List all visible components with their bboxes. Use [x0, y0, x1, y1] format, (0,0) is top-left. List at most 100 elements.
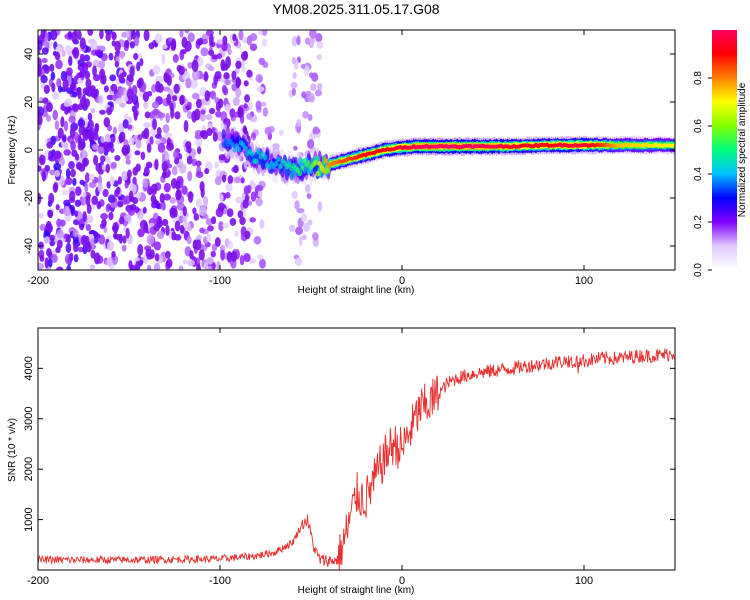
noise-blob	[45, 114, 51, 122]
noise-blob	[56, 218, 62, 228]
noise-blob-strong	[197, 146, 202, 155]
noise-blob	[217, 131, 223, 142]
noise-blob-strong	[154, 158, 159, 171]
noise-blob	[191, 69, 200, 81]
noise-blob-strong	[41, 170, 47, 182]
noise-blob	[84, 182, 89, 193]
noise-blob-strong	[174, 220, 181, 232]
noise-blob	[107, 194, 116, 204]
noise-blob-strong	[198, 249, 205, 261]
ridge-segment	[315, 170, 320, 177]
noise-blob-strong	[46, 248, 52, 257]
noise-blob-strong	[208, 49, 215, 56]
ridge-segment	[297, 170, 303, 177]
noise-blob	[206, 233, 212, 242]
noise-blob	[121, 244, 127, 252]
noise-blob-strong	[187, 191, 194, 203]
noise-blob-strong	[56, 239, 63, 249]
snr-xtick-label: -200	[27, 575, 49, 587]
noise-blob-strong	[171, 95, 178, 102]
snr-xtick-label: -100	[209, 575, 231, 587]
noise-blob	[163, 193, 172, 201]
noise-blob	[160, 112, 166, 119]
noise-blob-strong	[171, 231, 177, 241]
noise-blob	[202, 214, 209, 220]
noise-blob	[293, 145, 298, 151]
noise-blob-strong	[91, 195, 98, 206]
noise-blob	[300, 63, 306, 69]
noise-blob	[80, 196, 87, 206]
noise-blob-strong	[82, 211, 87, 223]
noise-blob	[83, 54, 91, 62]
noise-blob-strong	[198, 37, 204, 46]
colorbar-tick-label: 0.4	[693, 167, 704, 181]
noise-blob	[295, 226, 304, 236]
noise-blob-strong	[106, 106, 113, 116]
noise-blob-strong	[85, 194, 91, 207]
noise-blob	[262, 30, 268, 37]
noise-blob-strong	[49, 63, 55, 72]
noise-blob	[60, 70, 68, 82]
noise-blob-strong	[165, 224, 170, 236]
noise-blob	[165, 112, 171, 124]
noise-blob-strong	[155, 80, 161, 93]
noise-blob	[143, 122, 151, 129]
noise-blob-strong	[114, 60, 120, 68]
noise-blob	[65, 242, 72, 254]
noise-blob	[53, 162, 62, 171]
noise-blob	[42, 41, 50, 47]
noise-blob	[294, 200, 300, 210]
noise-blob	[228, 241, 234, 250]
noise-blob-strong	[133, 109, 139, 118]
noise-blob-strong	[103, 117, 111, 128]
noise-blob	[291, 87, 296, 96]
noise-blob	[147, 264, 152, 270]
snr-series	[38, 348, 675, 570]
noise-blob	[296, 208, 305, 214]
noise-blob	[308, 72, 314, 79]
noise-blob	[65, 168, 71, 179]
noise-blob-strong	[54, 150, 62, 159]
noise-blob-strong	[146, 142, 152, 153]
noise-blob-strong	[43, 65, 50, 74]
ridge-segment	[317, 160, 322, 167]
noise-blob-strong	[126, 88, 134, 100]
noise-blob	[121, 170, 128, 182]
noise-blob	[97, 182, 103, 193]
noise-blob	[178, 215, 184, 224]
noise-blob	[125, 159, 131, 165]
noise-blob-strong	[38, 67, 42, 77]
noise-blob	[38, 106, 45, 117]
noise-blob-strong	[237, 210, 244, 219]
noise-blob	[246, 113, 253, 120]
noise-blob	[142, 178, 149, 188]
noise-blob	[72, 91, 78, 98]
noise-blob	[156, 203, 163, 210]
noise-blob	[162, 124, 170, 134]
noise-blob	[73, 75, 79, 85]
snr-line	[38, 348, 675, 570]
noise-blob	[88, 173, 95, 181]
noise-blob	[164, 154, 170, 161]
noise-blob	[243, 253, 251, 263]
noise-blob	[82, 149, 87, 161]
noise-blob-strong	[179, 95, 185, 106]
noise-blob-strong	[93, 89, 98, 100]
noise-blob	[250, 191, 257, 202]
colorbar-bar	[712, 30, 737, 270]
noise-blob-strong	[86, 203, 92, 215]
figure-title: YM08.2025.311.05.17.G08	[272, 1, 439, 17]
noise-blob	[162, 86, 171, 92]
noise-blob	[192, 92, 200, 100]
noise-blob	[195, 171, 204, 178]
noise-blob-strong	[239, 216, 246, 226]
noise-blob-strong	[217, 98, 224, 109]
noise-blob	[218, 221, 224, 232]
noise-blob	[312, 128, 321, 134]
noise-blob-strong	[111, 225, 119, 232]
noise-blob	[149, 136, 154, 145]
noise-blob-strong	[243, 80, 249, 87]
noise-blob	[186, 226, 193, 232]
noise-blob	[210, 90, 217, 100]
